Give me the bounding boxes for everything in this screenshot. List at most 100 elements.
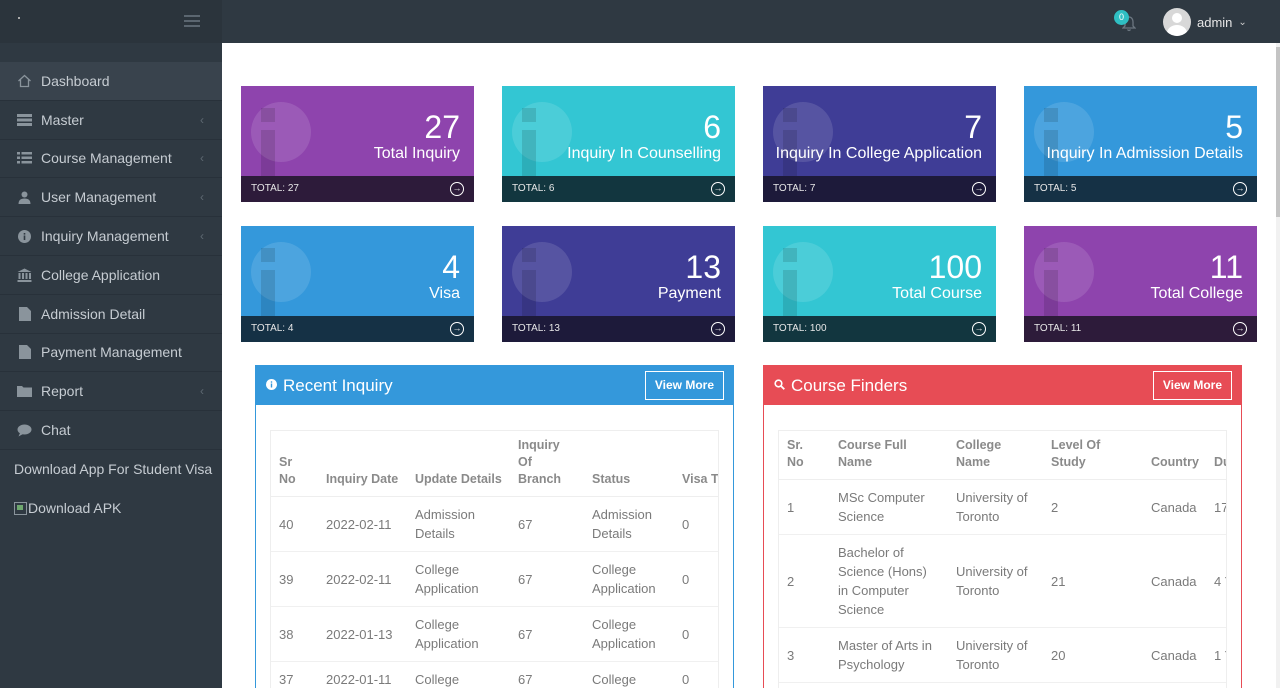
chevron-left-icon: ‹ — [200, 229, 204, 244]
info-watermark-icon — [251, 242, 311, 302]
table-cell: College — [584, 661, 674, 688]
table-cell: University of Toronto — [948, 534, 1043, 628]
notifications-bell-icon[interactable]: 0 — [1114, 10, 1140, 34]
tile-footer[interactable]: TOTAL: 100 → — [763, 316, 996, 342]
page-scrollbar[interactable] — [1276, 43, 1280, 688]
stat-tile-total-inquiry[interactable]: 27 Total Inquiry TOTAL: 27 → — [241, 86, 474, 202]
table-cell: 3 — [779, 627, 830, 683]
stat-tile-payment[interactable]: 13 Payment TOTAL: 13 → — [502, 226, 735, 342]
table-row[interactable]: 40 2022-02-11 Admission Details 67 Admission… — [271, 496, 718, 552]
table-cell: Bachelor of Science (Hons) in Computer S… — [830, 534, 948, 628]
arrow-right-circle-icon[interactable]: → — [1233, 182, 1247, 196]
sidebar-item-user-management[interactable]: User Management ‹ — [0, 178, 222, 218]
chevron-left-icon: ‹ — [200, 112, 204, 127]
table-cell: College Application — [584, 551, 674, 607]
sidebar-item-label: User Management — [41, 189, 157, 206]
bank-icon — [16, 268, 33, 282]
table-row[interactable]: 2 Bachelor of Science (Hons) in Computer … — [779, 534, 1226, 628]
view-more-button[interactable]: View More — [644, 371, 724, 400]
arrow-right-circle-icon[interactable]: → — [711, 182, 725, 196]
table-cell: 0 — [674, 661, 718, 688]
table-row[interactable]: 37 2022-01-11 College 67 College 0 — [271, 661, 718, 688]
tile-footer[interactable]: TOTAL: 27 → — [241, 176, 474, 202]
download-apk-image[interactable]: Download APK — [0, 489, 222, 528]
table-cell: 2 — [1043, 479, 1143, 535]
table-cell: 37 — [271, 661, 318, 688]
sidebar-item-college-application[interactable]: College Application — [0, 256, 222, 295]
stat-tile-inquiry-in-admission-details[interactable]: 5 Inquiry In Admission Details TOTAL: 5 → — [1024, 86, 1257, 202]
file-icon — [16, 306, 33, 321]
recent-inquiry-panel: Recent Inquiry View More Sr No Inquiry Da… — [255, 365, 734, 688]
user-menu[interactable]: admin ⌄ — [1163, 8, 1247, 36]
chevron-left-icon: ‹ — [200, 384, 204, 399]
sidebar-item-label: Report — [41, 383, 84, 400]
table-row[interactable]: 39 2022-02-11 College Application 67 College… — [271, 551, 718, 607]
arrow-right-circle-icon[interactable]: → — [1233, 322, 1247, 336]
sidebar-item-course-management[interactable]: Course Management ‹ — [0, 140, 222, 179]
table-cell: College Application — [407, 551, 510, 607]
tile-footer[interactable]: TOTAL: 13 → — [502, 316, 735, 342]
arrow-right-circle-icon[interactable]: → — [450, 322, 464, 336]
table-row[interactable]: 3 Master of Arts in Psychology University … — [779, 627, 1226, 683]
chevron-left-icon: ‹ — [200, 151, 204, 166]
file-icon — [16, 345, 33, 360]
table-cell: 20 — [1043, 627, 1143, 683]
stat-tile-total-college[interactable]: 11 Total College TOTAL: 11 → — [1024, 226, 1257, 342]
sidebar-item-chat[interactable]: Chat — [0, 411, 222, 450]
stat-tile-total-course[interactable]: 100 Total Course TOTAL: 100 → — [763, 226, 996, 342]
table-cell: 2 — [779, 534, 830, 628]
column-header: Inquiry Of Branch — [510, 431, 584, 497]
table-cell: College — [407, 661, 510, 688]
column-header: Course Full Name — [830, 431, 948, 480]
server-icon — [16, 113, 33, 127]
sidebar-item-admission-detail[interactable]: Admission Detail — [0, 295, 222, 334]
sidebar-item-payment-management[interactable]: Payment Management — [0, 334, 222, 373]
menu-toggle-icon[interactable] — [184, 15, 200, 27]
table-cell: 67 — [510, 661, 584, 688]
table-row[interactable]: 1 MSc Computer Science University of Toron… — [779, 479, 1226, 535]
comment-icon — [16, 423, 33, 437]
tile-footer[interactable]: TOTAL: 11 → — [1024, 316, 1257, 342]
arrow-right-circle-icon[interactable]: → — [972, 322, 986, 336]
folder-icon — [16, 384, 33, 398]
table-cell: 0 — [674, 606, 718, 662]
tile-footer[interactable]: TOTAL: 5 → — [1024, 176, 1257, 202]
sidebar-item-inquiry-management[interactable]: Inquiry Management ‹ — [0, 217, 222, 256]
arrow-right-circle-icon[interactable]: → — [711, 322, 725, 336]
home-icon — [16, 74, 33, 88]
sidebar-item-label: Admission Detail — [41, 305, 146, 322]
tile-footer[interactable]: TOTAL: 4 → — [241, 316, 474, 342]
tile-value: 100 — [928, 249, 982, 285]
table-cell: 1 Y — [1206, 627, 1226, 683]
info-watermark-icon — [773, 102, 833, 162]
sidebar-item-master[interactable]: Master ‹ — [0, 101, 222, 140]
stat-tile-inquiry-in-counselling[interactable]: 6 Inquiry In Counselling TOTAL: 6 → — [502, 86, 735, 202]
tile-total: TOTAL: 13 — [512, 323, 560, 334]
course-finders-panel: Course Finders View More Sr. No Course Fu… — [763, 365, 1242, 688]
tile-label: Inquiry In Admission Details — [1046, 145, 1243, 162]
table-cell: College Application — [407, 606, 510, 662]
sidebar-item-report[interactable]: Report ‹ — [0, 372, 222, 412]
arrow-right-circle-icon[interactable]: → — [972, 182, 986, 196]
column-header: College Name — [948, 431, 1043, 480]
arrow-right-circle-icon[interactable]: → — [450, 182, 464, 196]
scrollbar-thumb[interactable] — [1276, 47, 1280, 217]
table-cell: 39 — [271, 551, 318, 607]
table-cell: University of Toronto — [948, 479, 1043, 535]
table-row[interactable]: 38 2022-01-13 College Application 67 College… — [271, 606, 718, 662]
download-app-link[interactable]: Download App For Student Visa — [14, 461, 213, 478]
info-watermark-icon — [1034, 102, 1094, 162]
view-more-button[interactable]: View More — [1152, 371, 1232, 400]
recent-inquiry-table: Sr No Inquiry Date Update Details Inquiry O… — [271, 431, 718, 688]
table-cell: Master of Arts in Psychology — [830, 627, 948, 683]
tile-footer[interactable]: TOTAL: 6 → — [502, 176, 735, 202]
sidebar-item-dashboard[interactable]: Dashboard — [0, 62, 222, 101]
tile-footer[interactable]: TOTAL: 7 → — [763, 176, 996, 202]
sidebar-item-label: Inquiry Management — [41, 228, 169, 245]
tile-value: 5 — [1225, 109, 1243, 145]
stat-tile-visa[interactable]: 4 Visa TOTAL: 4 → — [241, 226, 474, 342]
tile-total: TOTAL: 4 — [251, 323, 294, 334]
recent-inquiry-table-container[interactable]: Sr No Inquiry Date Update Details Inquiry O… — [270, 430, 719, 688]
course-finders-table-container[interactable]: Sr. No Course Full Name College Name Level … — [778, 430, 1227, 688]
stat-tile-inquiry-in-college-application[interactable]: 7 Inquiry In College Application TOTAL: … — [763, 86, 996, 202]
